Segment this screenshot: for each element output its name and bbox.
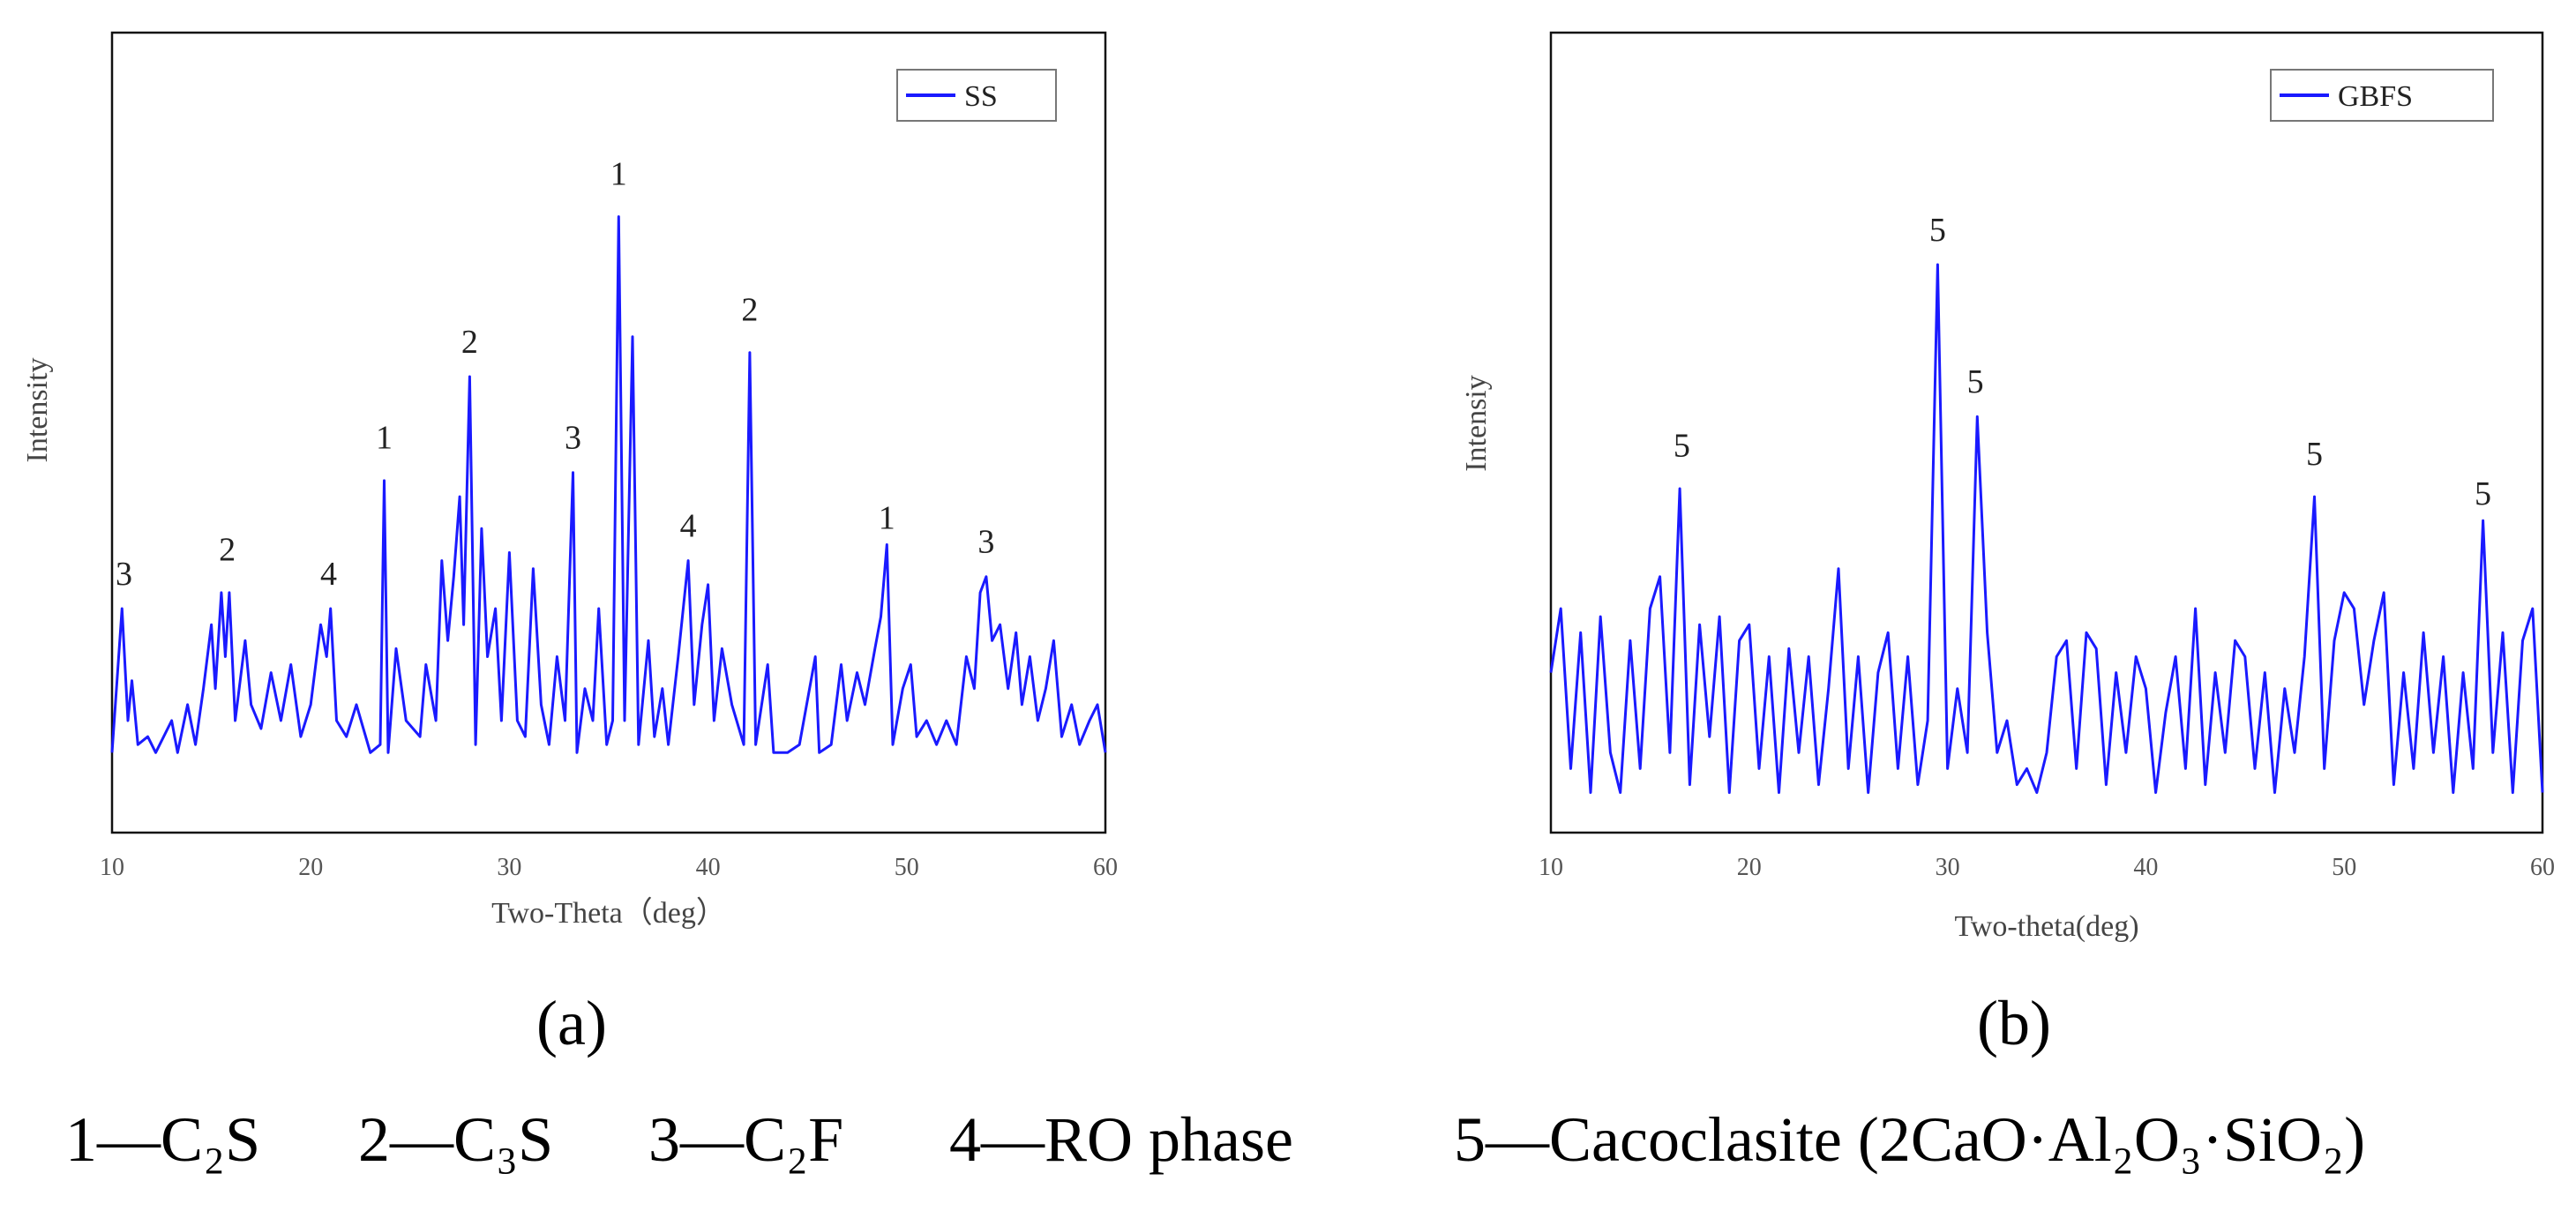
peak-label: 4 (320, 556, 337, 593)
x-tick-label: 30 (497, 854, 521, 881)
x-tick-label: 20 (1737, 854, 1762, 881)
legend-label: SS (964, 80, 998, 113)
x-tick-label: 60 (2530, 854, 2555, 881)
x-tick-label: 40 (2133, 854, 2158, 881)
peak-label: 3 (565, 420, 581, 457)
phase-key: 2—C₃S (358, 1104, 553, 1175)
x-tick-label: 30 (1936, 854, 1960, 881)
phase-key: 4—RO phase (949, 1104, 1293, 1175)
panel-label: (a) (536, 988, 607, 1058)
x-tick-label: 20 (298, 854, 323, 881)
x-tick-label: 10 (1539, 854, 1563, 881)
y-axis-label: Intensity (21, 358, 54, 463)
peak-label: 1 (610, 155, 627, 192)
x-axis-label: Two-theta(deg) (1954, 910, 2138, 943)
plot-frame (1549, 31, 2544, 834)
peak-label: 5 (2306, 436, 2323, 473)
phase-key: 5—Cacoclasite (2CaO·Al₂O₃·SiO₂) (1454, 1104, 2365, 1175)
peak-label: 5 (1967, 363, 1984, 400)
peak-label: 1 (879, 499, 895, 536)
x-tick-label: 10 (100, 854, 124, 881)
peak-label: 3 (977, 524, 994, 561)
peak-label: 1 (376, 420, 393, 457)
x-tick-label: 50 (2332, 854, 2356, 881)
peak-label: 4 (680, 507, 697, 544)
phase-key: 3—C₂F (648, 1104, 843, 1175)
y-axis-label: Intensiy (1460, 375, 1493, 472)
peak-label: 5 (1674, 428, 1690, 465)
peak-label: 5 (2475, 475, 2491, 512)
peak-label: 2 (219, 532, 236, 569)
plot-frame (110, 31, 1107, 834)
spectrum-line (1549, 263, 2544, 795)
peak-label: 5 (1929, 212, 1946, 249)
legend-label: GBFS (2338, 80, 2413, 113)
peak-label: 2 (461, 324, 478, 361)
x-tick-label: 50 (895, 854, 919, 881)
spectrum-line (110, 215, 1107, 754)
panel-label: (b) (1977, 988, 2051, 1058)
peak-label: 2 (741, 292, 758, 329)
phase-key: 1—C₂S (65, 1104, 260, 1175)
x-tick-label: 60 (1093, 854, 1118, 881)
peak-label: 3 (116, 556, 132, 593)
x-tick-label: 40 (696, 854, 721, 881)
x-axis-label: Two-Theta（deg） (491, 896, 726, 930)
